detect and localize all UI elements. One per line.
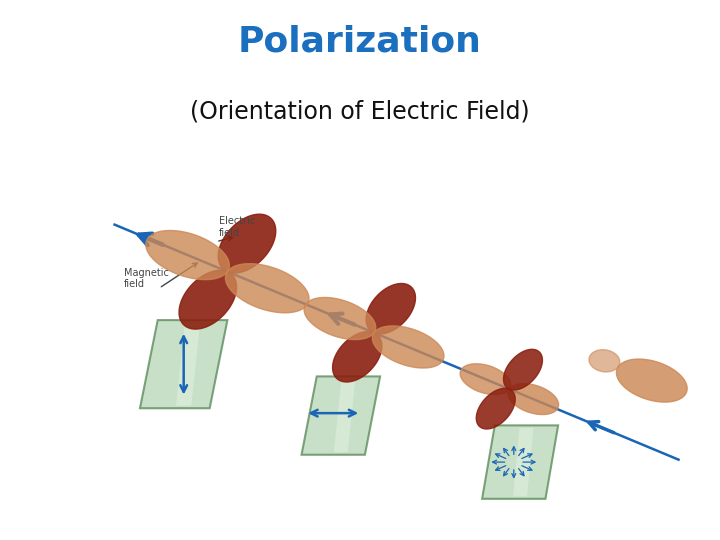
Polygon shape bbox=[304, 298, 376, 340]
Polygon shape bbox=[218, 214, 276, 273]
Polygon shape bbox=[334, 379, 356, 453]
Polygon shape bbox=[503, 349, 542, 390]
Polygon shape bbox=[179, 271, 237, 329]
Polygon shape bbox=[176, 322, 200, 406]
Polygon shape bbox=[333, 332, 382, 382]
Polygon shape bbox=[372, 326, 444, 368]
Text: (Orientation of Electric Field): (Orientation of Electric Field) bbox=[190, 100, 530, 124]
Polygon shape bbox=[460, 364, 510, 395]
Text: Magnetic
field: Magnetic field bbox=[124, 268, 169, 289]
Polygon shape bbox=[146, 231, 230, 280]
Polygon shape bbox=[508, 384, 559, 415]
Polygon shape bbox=[482, 426, 558, 499]
Text: Polarization: Polarization bbox=[238, 25, 482, 59]
Polygon shape bbox=[302, 376, 380, 455]
Polygon shape bbox=[616, 359, 687, 402]
Polygon shape bbox=[513, 428, 534, 496]
Text: Electric
field: Electric field bbox=[219, 217, 256, 238]
Polygon shape bbox=[366, 284, 415, 334]
Polygon shape bbox=[140, 320, 228, 408]
Polygon shape bbox=[225, 264, 309, 313]
Polygon shape bbox=[477, 388, 516, 429]
Polygon shape bbox=[589, 350, 620, 372]
